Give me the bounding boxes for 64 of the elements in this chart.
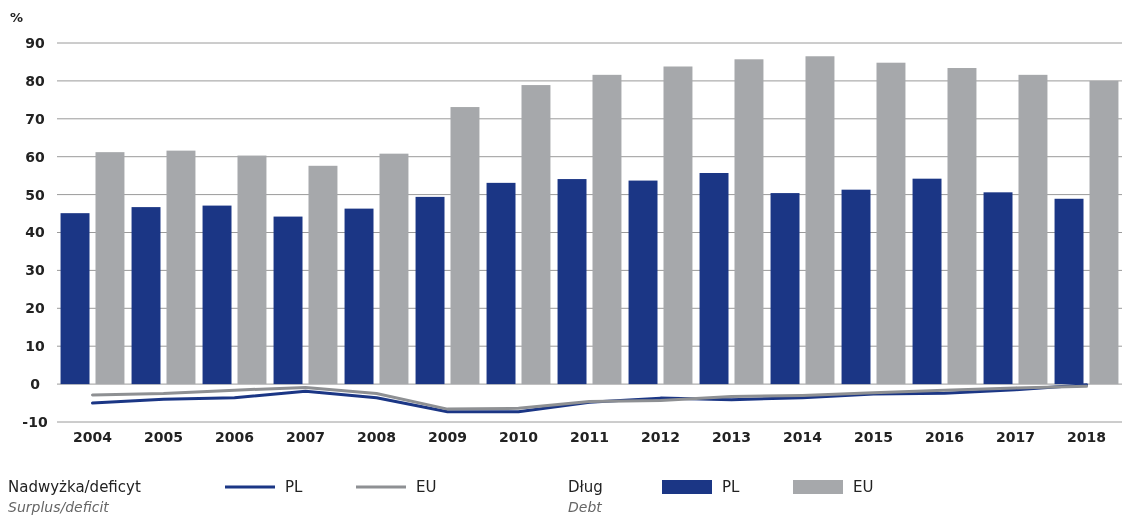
y-tick-label: 80	[25, 72, 45, 89]
y-tick-label: 0	[30, 376, 41, 392]
bar	[273, 216, 303, 385]
bar	[60, 213, 90, 385]
bar	[734, 59, 764, 385]
bar	[663, 66, 693, 385]
y-tick-label: 10	[25, 338, 45, 355]
x-tick-label: 2007	[286, 429, 325, 445]
x-tick-label: 2018	[1067, 429, 1106, 445]
bar	[876, 62, 906, 385]
x-tick-label: 2015	[854, 429, 893, 445]
text: Dług	[568, 478, 603, 496]
legend-label: PL	[285, 478, 304, 496]
bar	[308, 165, 338, 385]
y-tick-label: 60	[25, 148, 45, 165]
bar	[131, 207, 161, 385]
bar	[450, 107, 480, 385]
bar	[841, 189, 871, 385]
y-tick-label: 30	[25, 262, 45, 279]
legend-label: EU	[853, 478, 874, 496]
x-tick-label: 2004	[73, 429, 113, 445]
y-tick-label: 40	[25, 224, 45, 241]
text: Nadwyżka/deficyt	[8, 478, 141, 496]
y-tick-label: 20	[25, 300, 45, 317]
legend-label: PL	[722, 478, 741, 496]
x-tick-label: 2006	[215, 429, 254, 445]
bar	[95, 152, 125, 385]
bar	[912, 178, 942, 385]
x-tick-label: 2017	[996, 429, 1035, 445]
bar	[805, 56, 835, 385]
bar	[486, 182, 516, 385]
bar	[415, 196, 445, 385]
y-tick-label: 70	[25, 110, 45, 127]
text: Surplus/deficit	[8, 499, 110, 515]
x-tick-label: 2014	[783, 429, 823, 445]
bar	[344, 208, 374, 385]
x-tick-label: 2016	[925, 429, 964, 445]
y-tick-label: 50	[25, 186, 45, 203]
bar	[521, 85, 551, 385]
y-axis-title: %	[10, 10, 24, 25]
y-tick-label: 90	[25, 34, 45, 51]
bar	[983, 192, 1013, 385]
bar	[202, 205, 232, 385]
x-tick-label: 2010	[499, 429, 539, 445]
bar	[1018, 74, 1048, 385]
x-tick-label: 2008	[357, 429, 396, 445]
x-tick-label: 2005	[144, 429, 183, 445]
bar	[699, 173, 729, 385]
x-tick-label: 2013	[712, 429, 751, 445]
bar	[628, 180, 658, 385]
x-tick-label: 2011	[570, 429, 609, 445]
y-tick-label: -10	[22, 413, 48, 430]
bar	[166, 150, 196, 385]
bar	[237, 155, 267, 385]
bar	[379, 153, 409, 385]
bar	[557, 179, 587, 385]
legend-label: EU	[416, 478, 437, 496]
bar	[947, 68, 977, 385]
bar	[592, 74, 622, 385]
x-tick-label: 2012	[641, 429, 680, 445]
x-tick-label: 2009	[428, 429, 467, 445]
bar	[1089, 80, 1119, 385]
text: Debt	[568, 499, 603, 515]
bar	[770, 193, 800, 385]
